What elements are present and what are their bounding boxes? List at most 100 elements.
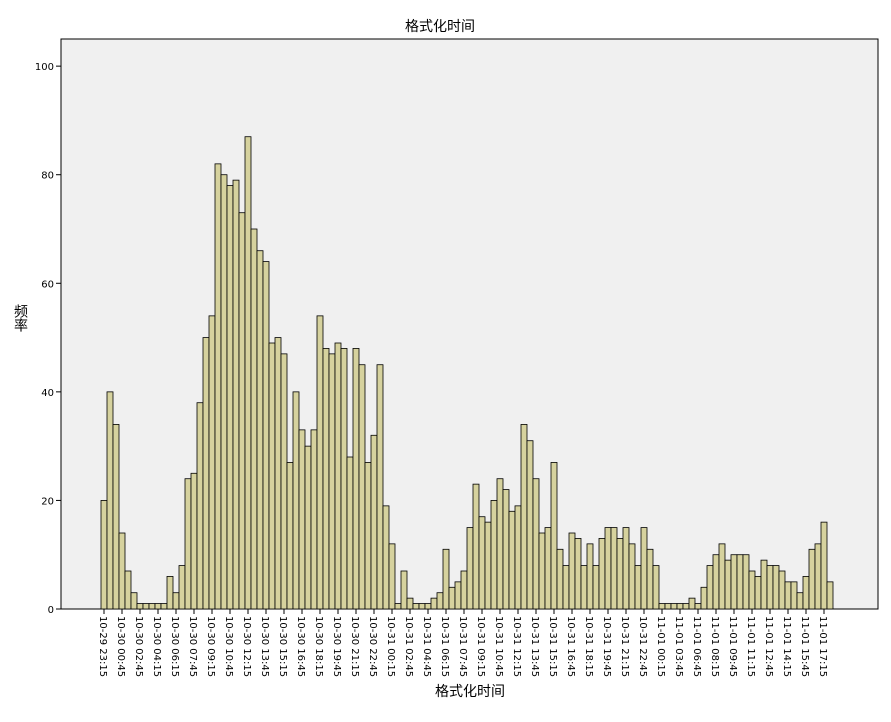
bar bbox=[532, 478, 540, 610]
x-tick-label: 10-30 16:45 bbox=[295, 616, 306, 677]
bar bbox=[502, 489, 510, 610]
bar bbox=[346, 456, 354, 610]
x-tick-label: 10-31 07:45 bbox=[457, 616, 468, 677]
x-tick-label: 10-30 13:45 bbox=[259, 616, 270, 677]
bar bbox=[424, 603, 432, 610]
x-tick-label: 11-01 08:15 bbox=[709, 616, 720, 677]
x-tick-label: 10-31 04:45 bbox=[421, 616, 432, 677]
bar bbox=[334, 342, 342, 610]
bar bbox=[616, 538, 624, 610]
bar bbox=[370, 434, 378, 610]
bar bbox=[112, 424, 120, 610]
bar bbox=[358, 364, 366, 610]
bar bbox=[682, 603, 690, 610]
bar bbox=[694, 603, 702, 610]
x-tick-label: 10-30 02:45 bbox=[133, 616, 144, 677]
bar bbox=[268, 342, 276, 610]
x-tick-label: 10-31 16:45 bbox=[565, 616, 576, 677]
bar bbox=[556, 548, 564, 610]
bar bbox=[802, 576, 810, 610]
bar bbox=[790, 581, 798, 610]
bar bbox=[640, 527, 648, 610]
bar bbox=[718, 543, 726, 610]
bar bbox=[496, 478, 504, 610]
x-tick-label: 11-01 17:15 bbox=[817, 616, 828, 677]
bar bbox=[592, 565, 600, 610]
bar bbox=[322, 348, 330, 610]
x-tick-label: 10-31 18:15 bbox=[583, 616, 594, 677]
x-tick-label: 10-30 07:45 bbox=[187, 616, 198, 677]
bar bbox=[700, 586, 708, 610]
bar bbox=[598, 538, 606, 610]
bar bbox=[274, 337, 282, 610]
bar bbox=[184, 478, 192, 610]
x-tick-label: 10-30 06:15 bbox=[169, 616, 180, 677]
bar bbox=[604, 527, 612, 610]
y-tick-label: 40 bbox=[41, 388, 54, 399]
y-axis-label: 频率 bbox=[12, 304, 28, 332]
bar bbox=[148, 603, 156, 610]
bar bbox=[634, 565, 642, 610]
bar bbox=[106, 391, 114, 610]
x-tick-label: 10-30 15:15 bbox=[277, 616, 288, 677]
bar bbox=[466, 527, 474, 610]
bar bbox=[178, 565, 186, 610]
bar bbox=[436, 592, 444, 610]
bar bbox=[820, 521, 828, 610]
bar bbox=[430, 597, 438, 610]
bar bbox=[574, 538, 582, 610]
bar bbox=[472, 483, 480, 610]
bar bbox=[610, 527, 618, 610]
bar bbox=[550, 462, 558, 610]
bar bbox=[364, 462, 372, 610]
bar bbox=[286, 462, 294, 610]
bar bbox=[646, 548, 654, 610]
x-tick-label: 10-31 21:15 bbox=[619, 616, 630, 677]
x-tick-label: 11-01 12:45 bbox=[763, 616, 774, 677]
x-tick-label: 10-31 00:15 bbox=[385, 616, 396, 677]
bar bbox=[238, 212, 246, 610]
bar bbox=[226, 185, 234, 610]
x-tick-label: 10-31 19:45 bbox=[601, 616, 612, 677]
bar bbox=[310, 429, 318, 610]
x-tick-label: 10-30 04:15 bbox=[151, 616, 162, 677]
x-tick-label: 11-01 06:45 bbox=[691, 616, 702, 677]
bar bbox=[352, 348, 360, 610]
chart-title: 格式化时间 bbox=[405, 19, 475, 35]
bar bbox=[382, 505, 390, 610]
bar bbox=[280, 353, 288, 610]
x-tick-label: 10-31 22:45 bbox=[637, 616, 648, 677]
bar bbox=[460, 570, 468, 610]
bar bbox=[160, 603, 168, 610]
bar bbox=[376, 364, 384, 610]
bar bbox=[130, 592, 138, 610]
bar bbox=[772, 565, 780, 610]
x-axis-label: 格式化时间 bbox=[435, 684, 505, 700]
bar bbox=[298, 429, 306, 610]
bar bbox=[742, 554, 750, 610]
x-tick-label: 10-31 09:15 bbox=[475, 616, 486, 677]
bar bbox=[412, 603, 420, 610]
bar bbox=[136, 603, 144, 610]
x-tick-label: 10-30 18:15 bbox=[313, 616, 324, 677]
bar bbox=[706, 565, 714, 610]
bar bbox=[670, 603, 678, 610]
bar bbox=[808, 548, 816, 610]
bar bbox=[478, 516, 486, 610]
bar bbox=[304, 445, 312, 610]
bar bbox=[580, 565, 588, 610]
x-tick-label: 10-31 12:15 bbox=[511, 616, 522, 677]
bar bbox=[154, 603, 162, 610]
bar bbox=[208, 315, 216, 610]
y-tick-label: 80 bbox=[41, 171, 54, 182]
bar bbox=[166, 576, 174, 610]
x-tick-label: 10-29 23:15 bbox=[97, 616, 108, 677]
x-tick-label: 10-30 12:15 bbox=[241, 616, 252, 677]
bar bbox=[220, 174, 228, 610]
bar bbox=[142, 603, 150, 610]
bar bbox=[214, 163, 222, 610]
bar bbox=[100, 500, 108, 610]
bar bbox=[484, 521, 492, 610]
x-tick-label: 11-01 15:45 bbox=[799, 616, 810, 677]
bar bbox=[490, 500, 498, 610]
